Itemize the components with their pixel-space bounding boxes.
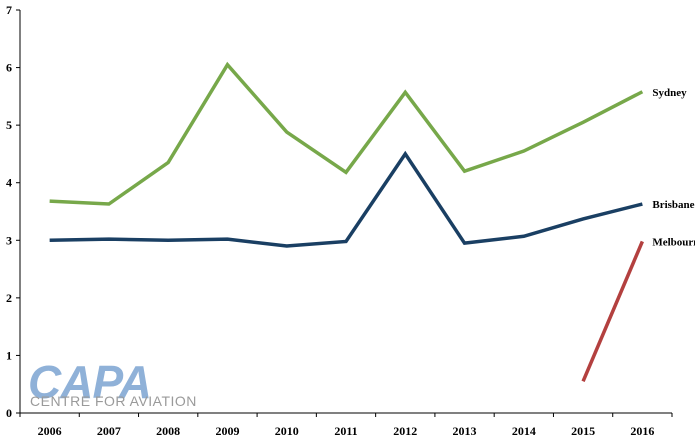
y-tick-label: 1 — [6, 348, 12, 362]
x-tick-label: 2016 — [630, 424, 654, 438]
watermark-tagline: CENTRE FOR AVIATION — [30, 393, 197, 409]
x-tick-label: 2014 — [512, 424, 536, 438]
series-line-melbourne — [581, 240, 644, 383]
x-tick-label: 2013 — [453, 424, 477, 438]
y-tick-label: 3 — [6, 233, 12, 247]
series-layer — [49, 61, 644, 383]
series-label-brisbane: Brisbane — [652, 199, 694, 211]
x-tick-label: 2007 — [97, 424, 121, 438]
x-tick-label: 2009 — [215, 424, 239, 438]
y-tick-label: 0 — [6, 406, 12, 420]
x-axis-ticks: 2006 2007 2008 2009 2010 2011 2012 2013 2014 2015… — [19, 413, 673, 438]
watermark-logo-text: CAPA — [28, 356, 151, 408]
y-tick-label: 2 — [6, 291, 12, 305]
y-tick-label: 5 — [6, 118, 12, 132]
y-tick-label: 6 — [6, 61, 12, 75]
axes — [19, 10, 672, 414]
series-label-sydney: Sydney — [652, 87, 687, 99]
x-tick-label: 2008 — [156, 424, 180, 438]
series-line-sydney — [49, 61, 644, 206]
y-axis-ticks: 0 1 2 3 4 5 6 7 — [6, 3, 20, 420]
series-line-brisbane — [49, 150, 643, 248]
x-tick-label: 2012 — [393, 424, 417, 438]
series-label-melbourne: Melbourne — [652, 236, 695, 248]
series-labels: Sydney Brisbane Melbourne — [652, 87, 695, 249]
y-tick-label: 7 — [6, 3, 12, 17]
x-tick-label: 2011 — [334, 424, 357, 438]
x-tick-label: 2006 — [38, 424, 62, 438]
x-tick-label: 2015 — [571, 424, 595, 438]
y-tick-label: 4 — [6, 176, 12, 190]
capa-watermark-logo: CAPA CENTRE FOR AVIATION — [28, 356, 197, 409]
x-tick-label: 2010 — [275, 424, 299, 438]
